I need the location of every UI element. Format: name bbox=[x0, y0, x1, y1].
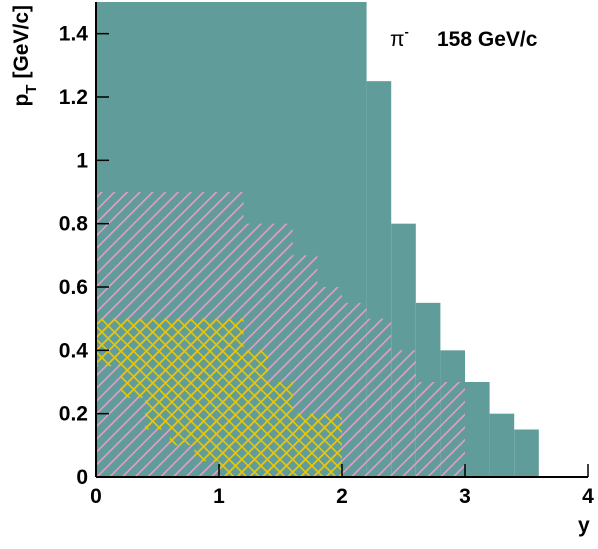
x-tick-label: 2 bbox=[336, 485, 348, 508]
charge: - bbox=[405, 24, 409, 39]
energy: 158 GeV/c bbox=[437, 28, 538, 51]
region-bin bbox=[219, 318, 244, 477]
region-bin bbox=[366, 318, 392, 477]
x-tick-label: 0 bbox=[90, 485, 102, 508]
region-bin bbox=[96, 318, 121, 367]
y-label-subscript: T bbox=[23, 85, 40, 94]
y-tick-label: 1.2 bbox=[59, 86, 88, 109]
x-tick-label: 3 bbox=[459, 485, 471, 508]
region-bin bbox=[317, 413, 342, 477]
region-bin bbox=[342, 302, 367, 477]
regions bbox=[96, 2, 539, 478]
axes: 0 1 2 3 4 0 0.2 0.4 0.6 0.8 1 1.2 1.4 bbox=[59, 2, 594, 508]
x-tick-label: 1 bbox=[213, 485, 225, 508]
y-tick-label: 0.8 bbox=[59, 213, 89, 236]
y-tick-label: 0 bbox=[76, 466, 88, 489]
y-tick-label: 0.6 bbox=[59, 276, 88, 299]
region-bin bbox=[415, 382, 465, 477]
region-bin bbox=[391, 350, 416, 477]
region-bin bbox=[120, 318, 146, 398]
region-bin bbox=[292, 413, 318, 477]
y-tick-label: 1 bbox=[76, 149, 88, 172]
x-tick-label: 4 bbox=[582, 485, 594, 508]
region-bin bbox=[489, 413, 515, 477]
y-label-unit: [GeV/c] bbox=[10, 5, 33, 79]
annotation: π- 158 GeV/c bbox=[390, 24, 538, 51]
region-bin bbox=[243, 350, 269, 477]
y-tick-label: 1.4 bbox=[59, 23, 89, 46]
region-bin bbox=[268, 382, 293, 477]
y-tick-label: 0.2 bbox=[59, 403, 88, 426]
region-bin bbox=[194, 318, 219, 462]
region-bin bbox=[169, 318, 195, 446]
region-bin bbox=[465, 382, 490, 477]
region-bin bbox=[145, 318, 170, 430]
region-bin bbox=[514, 429, 539, 477]
y-label-symbol: p bbox=[10, 94, 33, 107]
particle: π bbox=[390, 28, 405, 51]
y-axis-label: pT [GeV/c] bbox=[10, 5, 40, 107]
x-axis-label: y bbox=[578, 514, 590, 537]
y-tick-label: 0.4 bbox=[59, 339, 89, 362]
